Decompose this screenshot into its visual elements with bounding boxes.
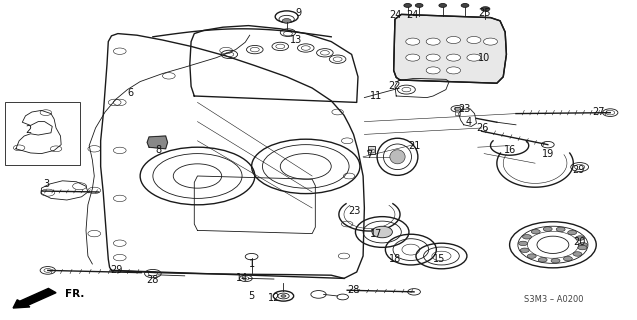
Text: FR.: FR.: [65, 289, 84, 299]
FancyArrow shape: [13, 288, 56, 308]
Circle shape: [483, 38, 497, 45]
Text: 6: 6: [127, 88, 134, 98]
Bar: [455, 107, 460, 115]
Text: 7: 7: [366, 150, 373, 160]
Circle shape: [447, 67, 461, 74]
Text: 9: 9: [295, 8, 301, 18]
Circle shape: [406, 54, 420, 61]
Text: 28: 28: [147, 275, 159, 285]
Text: 28: 28: [347, 284, 360, 295]
Text: 11: 11: [369, 91, 382, 101]
Circle shape: [543, 227, 552, 231]
Text: 21: 21: [408, 140, 420, 151]
Text: 27: 27: [592, 107, 605, 117]
Text: 1: 1: [248, 259, 255, 269]
Circle shape: [563, 256, 572, 261]
Circle shape: [426, 67, 440, 74]
Text: 18: 18: [389, 254, 401, 264]
Ellipse shape: [372, 226, 392, 238]
Circle shape: [454, 107, 461, 110]
Circle shape: [415, 4, 423, 7]
Circle shape: [404, 4, 412, 7]
Polygon shape: [147, 136, 168, 149]
Text: 23: 23: [458, 104, 471, 114]
Circle shape: [556, 227, 565, 232]
Circle shape: [578, 245, 587, 250]
Circle shape: [527, 254, 536, 258]
Circle shape: [573, 252, 582, 256]
Text: 4: 4: [465, 116, 471, 127]
Text: 20: 20: [573, 236, 586, 247]
Circle shape: [531, 229, 540, 234]
Circle shape: [481, 7, 490, 11]
Text: 8: 8: [155, 145, 161, 156]
Text: 22: 22: [389, 81, 401, 92]
Polygon shape: [394, 14, 506, 83]
Bar: [368, 146, 375, 154]
Text: 24: 24: [406, 10, 419, 20]
Circle shape: [406, 38, 420, 45]
Circle shape: [576, 236, 585, 240]
Circle shape: [578, 243, 587, 247]
Circle shape: [447, 54, 461, 61]
Circle shape: [551, 259, 560, 263]
Text: 16: 16: [503, 145, 516, 156]
Text: 26: 26: [476, 123, 489, 133]
Ellipse shape: [390, 150, 405, 164]
Text: 19: 19: [541, 148, 554, 159]
Text: 12: 12: [268, 292, 280, 303]
Circle shape: [281, 295, 286, 297]
Circle shape: [538, 258, 547, 262]
Circle shape: [461, 4, 469, 7]
Circle shape: [426, 54, 440, 61]
Circle shape: [520, 248, 529, 252]
Circle shape: [282, 19, 291, 23]
Circle shape: [426, 38, 440, 45]
Text: 25: 25: [478, 8, 490, 18]
Circle shape: [568, 230, 576, 235]
Text: 23: 23: [348, 206, 361, 216]
Text: 13: 13: [290, 35, 303, 45]
Text: 24: 24: [389, 10, 401, 20]
Text: 15: 15: [433, 254, 446, 264]
Text: S3M3 – A0200: S3M3 – A0200: [524, 295, 584, 304]
Text: 2: 2: [25, 124, 31, 135]
Circle shape: [519, 241, 527, 246]
Circle shape: [522, 235, 531, 239]
Text: 5: 5: [248, 291, 255, 301]
Circle shape: [467, 54, 481, 61]
Text: 10: 10: [478, 52, 490, 63]
Text: 29: 29: [572, 164, 585, 175]
Circle shape: [467, 36, 481, 44]
Text: 14: 14: [236, 273, 248, 284]
Circle shape: [439, 4, 447, 7]
Circle shape: [447, 36, 461, 44]
Text: 3: 3: [43, 179, 50, 189]
Text: 17: 17: [369, 228, 382, 239]
Text: 29: 29: [110, 265, 123, 276]
Bar: [5, 102, 80, 165]
